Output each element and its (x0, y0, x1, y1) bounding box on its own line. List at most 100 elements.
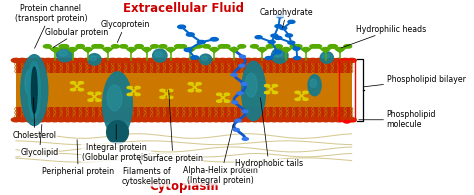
Circle shape (31, 58, 40, 62)
Circle shape (210, 38, 218, 41)
Circle shape (135, 93, 140, 96)
Circle shape (56, 118, 66, 122)
Circle shape (135, 45, 143, 48)
Circle shape (96, 45, 104, 48)
Circle shape (231, 118, 240, 122)
Circle shape (270, 58, 279, 62)
Circle shape (120, 45, 128, 48)
Circle shape (37, 58, 46, 62)
Circle shape (263, 118, 272, 122)
Circle shape (199, 58, 208, 62)
Circle shape (283, 118, 292, 122)
Circle shape (44, 58, 53, 62)
Circle shape (328, 58, 337, 62)
Circle shape (239, 55, 246, 58)
Circle shape (218, 118, 227, 122)
Circle shape (205, 118, 214, 122)
Circle shape (250, 118, 259, 122)
Circle shape (88, 92, 93, 94)
Circle shape (263, 58, 272, 62)
Text: Phospholipid bilayer: Phospholipid bilayer (363, 75, 465, 87)
Circle shape (237, 118, 246, 122)
Text: Cholesterol: Cholesterol (13, 98, 57, 140)
Circle shape (210, 48, 218, 51)
Circle shape (76, 118, 85, 122)
Ellipse shape (28, 61, 40, 119)
Circle shape (128, 58, 137, 62)
Circle shape (329, 45, 337, 48)
Circle shape (295, 58, 305, 62)
Circle shape (257, 58, 266, 62)
Circle shape (134, 118, 143, 122)
Circle shape (63, 58, 72, 62)
Ellipse shape (272, 48, 288, 63)
Ellipse shape (308, 75, 321, 96)
Circle shape (314, 45, 321, 48)
Ellipse shape (155, 52, 162, 57)
Circle shape (59, 45, 67, 48)
Circle shape (347, 58, 356, 62)
Circle shape (95, 58, 104, 62)
Circle shape (108, 118, 118, 122)
Circle shape (121, 118, 130, 122)
Circle shape (18, 58, 27, 62)
Circle shape (242, 110, 248, 113)
Circle shape (241, 83, 247, 85)
Circle shape (231, 74, 237, 76)
Circle shape (61, 45, 69, 48)
Circle shape (336, 48, 344, 51)
Circle shape (173, 58, 182, 62)
Circle shape (276, 15, 283, 18)
Circle shape (82, 58, 91, 62)
Circle shape (70, 58, 79, 62)
Circle shape (274, 51, 281, 54)
Text: Surface protein: Surface protein (143, 90, 203, 163)
Circle shape (11, 118, 20, 122)
Circle shape (159, 45, 167, 48)
Circle shape (238, 45, 246, 48)
Circle shape (71, 82, 76, 84)
Circle shape (275, 25, 282, 28)
Circle shape (321, 118, 330, 122)
Circle shape (265, 57, 272, 60)
Circle shape (44, 45, 51, 48)
Circle shape (166, 118, 175, 122)
Circle shape (191, 56, 199, 59)
Ellipse shape (88, 54, 101, 65)
Circle shape (257, 118, 266, 122)
Ellipse shape (200, 54, 212, 65)
Circle shape (232, 101, 238, 104)
Ellipse shape (201, 56, 208, 60)
Circle shape (24, 118, 34, 122)
Circle shape (250, 58, 259, 62)
Circle shape (344, 120, 350, 123)
Circle shape (188, 83, 193, 85)
Circle shape (78, 82, 83, 84)
Circle shape (244, 118, 253, 122)
Circle shape (302, 58, 311, 62)
Circle shape (70, 118, 79, 122)
Circle shape (188, 90, 193, 92)
Circle shape (334, 58, 343, 62)
Circle shape (242, 137, 248, 140)
Circle shape (328, 118, 337, 122)
Bar (16, 73, 352, 107)
Circle shape (302, 48, 310, 51)
Circle shape (194, 45, 202, 48)
Circle shape (50, 58, 59, 62)
Circle shape (18, 118, 27, 122)
Circle shape (96, 92, 101, 94)
Circle shape (24, 58, 34, 62)
Circle shape (211, 58, 221, 62)
Circle shape (290, 45, 298, 48)
Circle shape (147, 58, 156, 62)
Circle shape (264, 91, 270, 94)
Circle shape (160, 96, 165, 98)
Circle shape (121, 58, 130, 62)
Circle shape (205, 58, 214, 62)
Text: Filaments of
cytoskeleton: Filaments of cytoskeleton (122, 159, 172, 186)
Text: Peripherial protein: Peripherial protein (42, 140, 114, 176)
Ellipse shape (107, 121, 128, 144)
Circle shape (160, 58, 169, 62)
Bar (338, 59, 355, 121)
